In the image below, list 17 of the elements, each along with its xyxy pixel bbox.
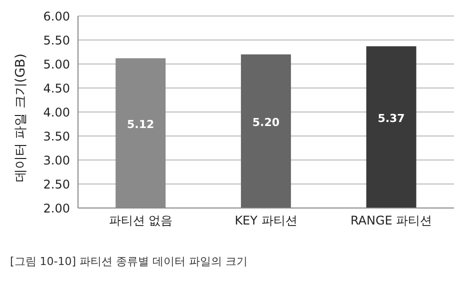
y-tick-label: 3.50 [43, 129, 70, 144]
y-tick-label: 5.00 [43, 57, 70, 72]
y-tick-label: 4.00 [43, 105, 70, 120]
y-tick-label: 5.50 [43, 33, 70, 48]
y-tick-label: 6.00 [43, 9, 70, 24]
data-label: 5.20 [252, 116, 280, 130]
y-tick-label: 4.50 [43, 81, 70, 96]
y-tick-label: 2.00 [43, 201, 70, 216]
x-tick-label: KEY 파티션 [234, 214, 298, 228]
y-tick-label: 3.00 [43, 153, 70, 168]
y-axis-title: 데이터 파일 크기(GB) [14, 54, 29, 182]
y-tick-label: 2.50 [43, 177, 70, 192]
x-tick-label: 파티션 없음 [108, 214, 173, 228]
x-tick-label: RANGE 파티션 [350, 214, 432, 228]
data-label: 5.12 [127, 118, 154, 132]
text: [그림 10-10] 파티션 종류별 데이터 파일의 크기 [10, 254, 249, 269]
data-label: 5.37 [378, 112, 405, 126]
